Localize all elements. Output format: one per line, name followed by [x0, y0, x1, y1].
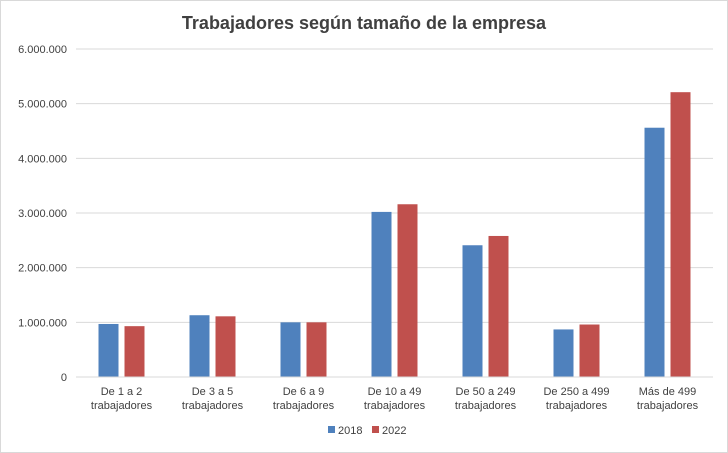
bar-2018-4	[371, 211, 392, 377]
legend-label-2022: 2022	[382, 425, 406, 437]
x-tick-label: De 3 a 5 trabajadores	[182, 386, 244, 412]
bars	[98, 92, 691, 377]
bar-2022-5	[488, 235, 509, 377]
chart-title: Trabajadores según tamaño de la empresa	[182, 13, 547, 33]
x-tick-label: De 1 a 2 trabajadores	[91, 386, 153, 412]
bar-2018-7	[644, 127, 665, 377]
y-tick-label: 6.000.000	[18, 44, 67, 56]
bar-2022-7	[670, 92, 691, 377]
bar-2018-3	[280, 322, 301, 377]
y-tick-label: 5.000.000	[18, 99, 67, 111]
bar-2018-6	[553, 329, 574, 377]
gridlines	[76, 48, 713, 323]
x-tick-label: De 6 a 9 trabajadores	[273, 386, 335, 412]
bar-2022-1	[124, 326, 145, 377]
x-tick-label: De 50 a 249 trabajadores	[455, 386, 517, 412]
bar-2018-1	[98, 323, 119, 377]
legend-label-2018: 2018	[338, 425, 362, 437]
y-axis-ticks: 0 1.000.000 2.000.000 3.000.000 4.000.000 5.0…	[18, 44, 67, 384]
x-axis-labels: De 1 a 2 trabajadores De 3 a 5 trabajadores…	[91, 386, 699, 412]
y-tick-label: 4.000.000	[18, 153, 67, 165]
y-tick-label: 1.000.000	[18, 317, 67, 329]
bar-2018-2	[189, 315, 210, 377]
y-tick-label: 0	[61, 372, 67, 384]
legend: 2018 2022	[328, 425, 406, 437]
x-tick-label: De 10 a 49 trabajadores	[364, 386, 426, 412]
legend-swatch-2022	[372, 426, 379, 433]
bar-2022-6	[579, 324, 600, 377]
y-tick-label: 3.000.000	[18, 208, 67, 220]
x-tick-label: Más de 499 trabajadores	[637, 386, 699, 412]
legend-swatch-2018	[328, 426, 335, 433]
y-tick-label: 2.000.000	[18, 263, 67, 275]
bar-2018-5	[462, 245, 483, 377]
bar-2022-4	[397, 204, 418, 377]
bar-2022-3	[306, 322, 327, 377]
bar-2022-2	[215, 316, 236, 377]
x-tick-label: De 250 a 499 trabajadores	[543, 386, 609, 412]
